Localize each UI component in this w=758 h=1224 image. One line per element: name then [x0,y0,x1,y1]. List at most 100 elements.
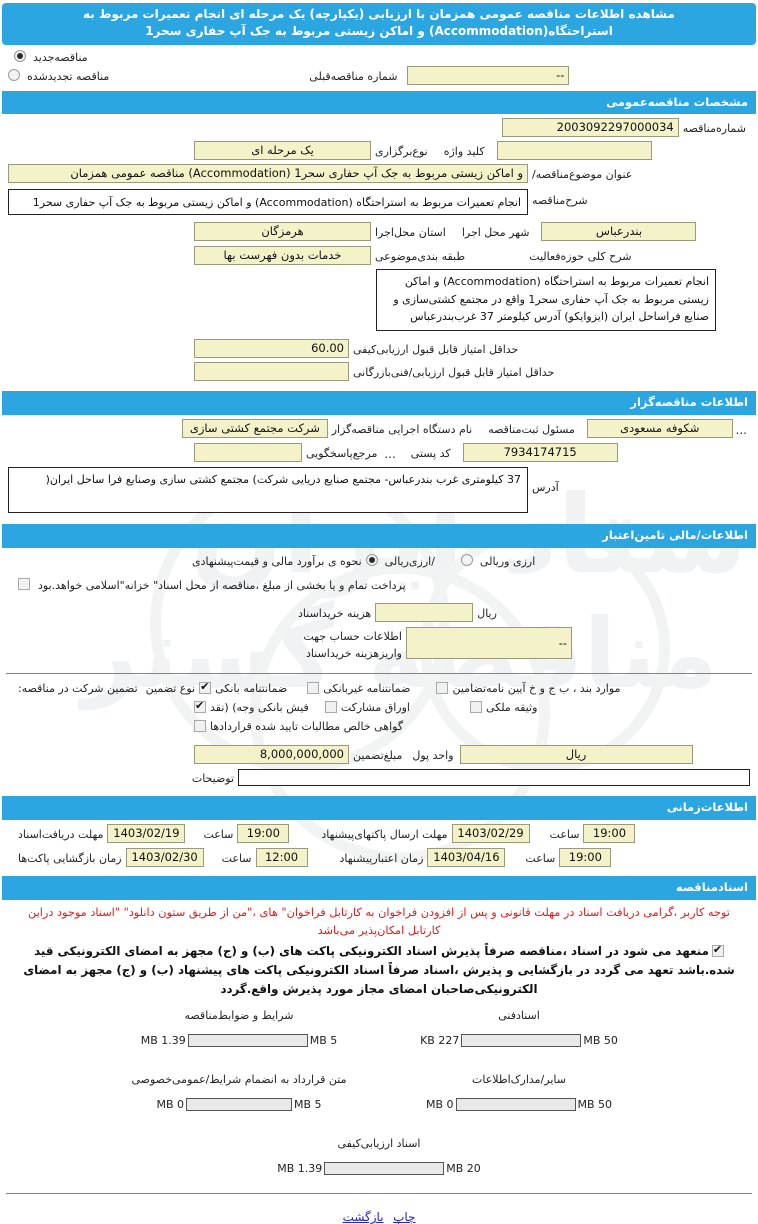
min-qualification-score-label: حداقل امتیاز قابل قبول ارزیابی‌کیفی [353,343,519,357]
page-title: مشاهده اطلاعات مناقصه عمومی همزمان با ار… [2,3,756,45]
file-caption-technical-docs: اسنادفنی [498,1009,540,1023]
document-upload-row: سایر/مدارک‌اطلاعات 50 MB 0 MB متن قراردا… [0,1073,758,1112]
province-label: استان محل‌اجرا [375,226,446,240]
tender-number-label: شماره‌مناقصه [682,122,746,136]
organizer-name-input[interactable]: شرکت مجتمع کشتی سازی [182,419,328,439]
opening-date-input[interactable]: 1403/02/30 [125,848,204,868]
file-limit-other-docs: 50 MB [577,1098,613,1112]
postal-code-label: کد پستی [410,447,451,461]
radio-foreign-currency-label: ارزی وریالی [479,554,536,568]
radio-renewed-tender[interactable]: مناقصه تجدیدشده [8,68,113,83]
doc-cost-input[interactable] [375,603,474,623]
guarantee-option-1-checkbox[interactable] [199,680,212,694]
organizer-name-more-icon[interactable]: ... [735,422,747,437]
guarantee-notes-label: توضیحات [191,772,235,786]
file-used-qualification-docs: 1.39 MB [277,1162,323,1176]
opening-label: زمان بازگشایی پاکت‌ها [18,852,122,866]
section-header-documents: اسنادمناقصه [2,876,756,900]
radio-renewed-tender-label: مناقصه تجدیدشده [27,69,110,83]
postal-code-input[interactable]: 7934174715 [462,443,618,463]
file-size-bar-contract-text: 5 MB 0 MB [99,1098,379,1112]
radio-rial-currency-label: /ارزی‌ریالی [384,554,435,568]
radio-rial-currency[interactable]: /ارزی‌ریالی [365,553,439,568]
radio-renewed-tender-icon[interactable] [8,69,20,82]
guarantee-participation-label: تضمین شرکت در مناقصه: [18,682,138,696]
process-type-input[interactable]: یک مرحله ای [194,141,371,161]
guarantee-notes-input[interactable] [238,769,750,787]
doc-receipt-time-input[interactable]: 19:00 [237,824,290,844]
documents-bold-notice: منعهد می شود در اسناد ،مناقصه صرفاً پذیر… [0,940,758,999]
previous-tender-number-label: شماره مناقصه‌قبلی [309,69,398,83]
file-caption-terms-conditions: شرایط و ضوابط‌مناقصه [184,1009,294,1023]
address-textarea[interactable]: 37 کیلومتری غرب بندرعباس- مجتمع صنایع در… [8,467,528,514]
guarantee-option-4-label: فیش بانکی وجه) (نقد [210,701,309,715]
file-size-bar-terms-conditions: 5 MB 1.39 MB [99,1034,379,1048]
file-progress-track-other-docs [455,1098,576,1112]
documents-acknowledge-checkbox[interactable] [711,943,724,957]
guarantee-amount-input[interactable]: 8,000,000,000 [194,745,349,765]
footer-actions: چاپ بازگشت [0,1194,758,1224]
document-upload-cell: سایر/مدارک‌اطلاعات 50 MB 0 MB [379,1073,659,1112]
radio-new-tender-icon[interactable] [14,50,26,63]
guarantee-option-7-checkbox[interactable] [194,719,206,732]
back-link[interactable]: بازگشت [342,1210,384,1224]
contact-label: مرجع‌پاسخگویی [306,447,378,461]
account-info-input[interactable]: -- [406,627,572,660]
min-qualification-score-input[interactable]: 60.00 [194,339,349,359]
city-input[interactable]: بندرعباس [541,222,697,242]
guarantee-option-3-checkbox[interactable] [436,681,449,694]
guarantee-option-5-label: اوراق مشارکت [340,701,410,715]
print-link[interactable]: چاپ [393,1210,416,1224]
file-used-contract-text: 0 MB [156,1098,184,1112]
document-upload-row: اسنادفنی 50 MB 227 KB شرایط و ضوابط‌مناق… [0,1009,758,1048]
file-progress-track-technical-docs [461,1034,582,1048]
classification-input[interactable]: خدمات بدون فهرست بها [194,246,371,266]
subject-label: عنوان موضوع‌مناقصه/ [532,168,633,182]
radio-new-tender[interactable]: مناقصه‌جدید [14,49,92,64]
min-technical-score-input[interactable] [194,362,349,382]
previous-tender-number-input[interactable]: -- [407,65,570,85]
submission-deadline-date-input[interactable]: 1403/02/29 [451,824,530,844]
file-size-bar-technical-docs: 50 MB 227 KB [379,1034,659,1048]
guarantee-option-6-checkbox[interactable] [470,700,482,713]
keyword-label: کلید واژه [443,145,485,159]
currency-unit-input[interactable]: ریال [459,745,693,765]
contact-more-icon[interactable]: ... [384,446,396,461]
section-header-general: مشخصات مناقصه‌عمومی [2,90,756,115]
treasury-checkbox[interactable] [18,577,30,590]
activity-scope-label: شرح کلی حوزه‌فعالیت [529,250,632,264]
guarantee-option-1-label: ضمانتنامه بانکی [215,682,288,696]
proposal-validity-label: زمان اعتبارپیشنهاد [339,852,424,866]
file-used-technical-docs: 227 KB [420,1034,460,1048]
file-limit-contract-text: 5 MB [294,1098,322,1112]
treasury-note: پرداخت تمام و یا بخشی از مبلغ ،مناقصه از… [38,578,406,592]
province-input[interactable]: هرمزگان [194,222,371,242]
contact-input[interactable] [194,443,302,463]
keyword-input[interactable] [496,141,652,161]
opening-time-label: ساعت [221,852,252,866]
submission-deadline-time-input[interactable]: 19:00 [583,824,636,844]
file-used-terms-conditions: 1.39 MB [140,1034,186,1048]
document-upload-cell: اسناد ارزیابی‌کیفی 20 MB 1.39 MB [239,1137,519,1176]
proposal-validity-date-input[interactable]: 1403/04/16 [427,848,506,868]
radio-new-tender-label: مناقصه‌جدید [33,50,88,64]
proposal-validity-time-input[interactable]: 19:00 [559,848,612,868]
registrar-input[interactable]: شکوفه مسعودی [586,419,733,439]
section-header-finance: اطلاعات/مالی تامین‌اعتبار [2,524,756,548]
opening-time-input[interactable]: 12:00 [255,848,308,868]
radio-foreign-currency-icon[interactable] [460,554,473,567]
doc-receipt-date-input[interactable]: 1403/02/19 [107,824,186,844]
proposal-validity-time-label: ساعت [525,852,556,866]
description-textarea[interactable]: انجام تعمیرات مربوط به استراحتگاه (Accom… [8,189,528,216]
tender-number-input[interactable]: 2003092297000034 [501,118,679,138]
activity-scope-textarea[interactable]: انجام تعمیرات مربوط به استراحتگاه (Accom… [376,269,716,332]
subject-input[interactable]: و اماکن زیستی مربوط به جک آپ حفاری سحر1 … [8,164,528,184]
file-progress-track-contract-text [186,1098,292,1112]
radio-rial-currency-icon[interactable] [365,554,378,567]
file-size-bar-other-docs: 50 MB 0 MB [379,1098,659,1112]
guarantee-option-2-checkbox[interactable] [307,681,320,694]
classification-label: طبقه بندی‌موضوعی [375,250,466,264]
guarantee-option-5-checkbox[interactable] [324,700,337,713]
radio-foreign-currency[interactable]: ارزی وریالی [460,553,539,568]
guarantee-option-4-checkbox[interactable] [194,699,206,713]
